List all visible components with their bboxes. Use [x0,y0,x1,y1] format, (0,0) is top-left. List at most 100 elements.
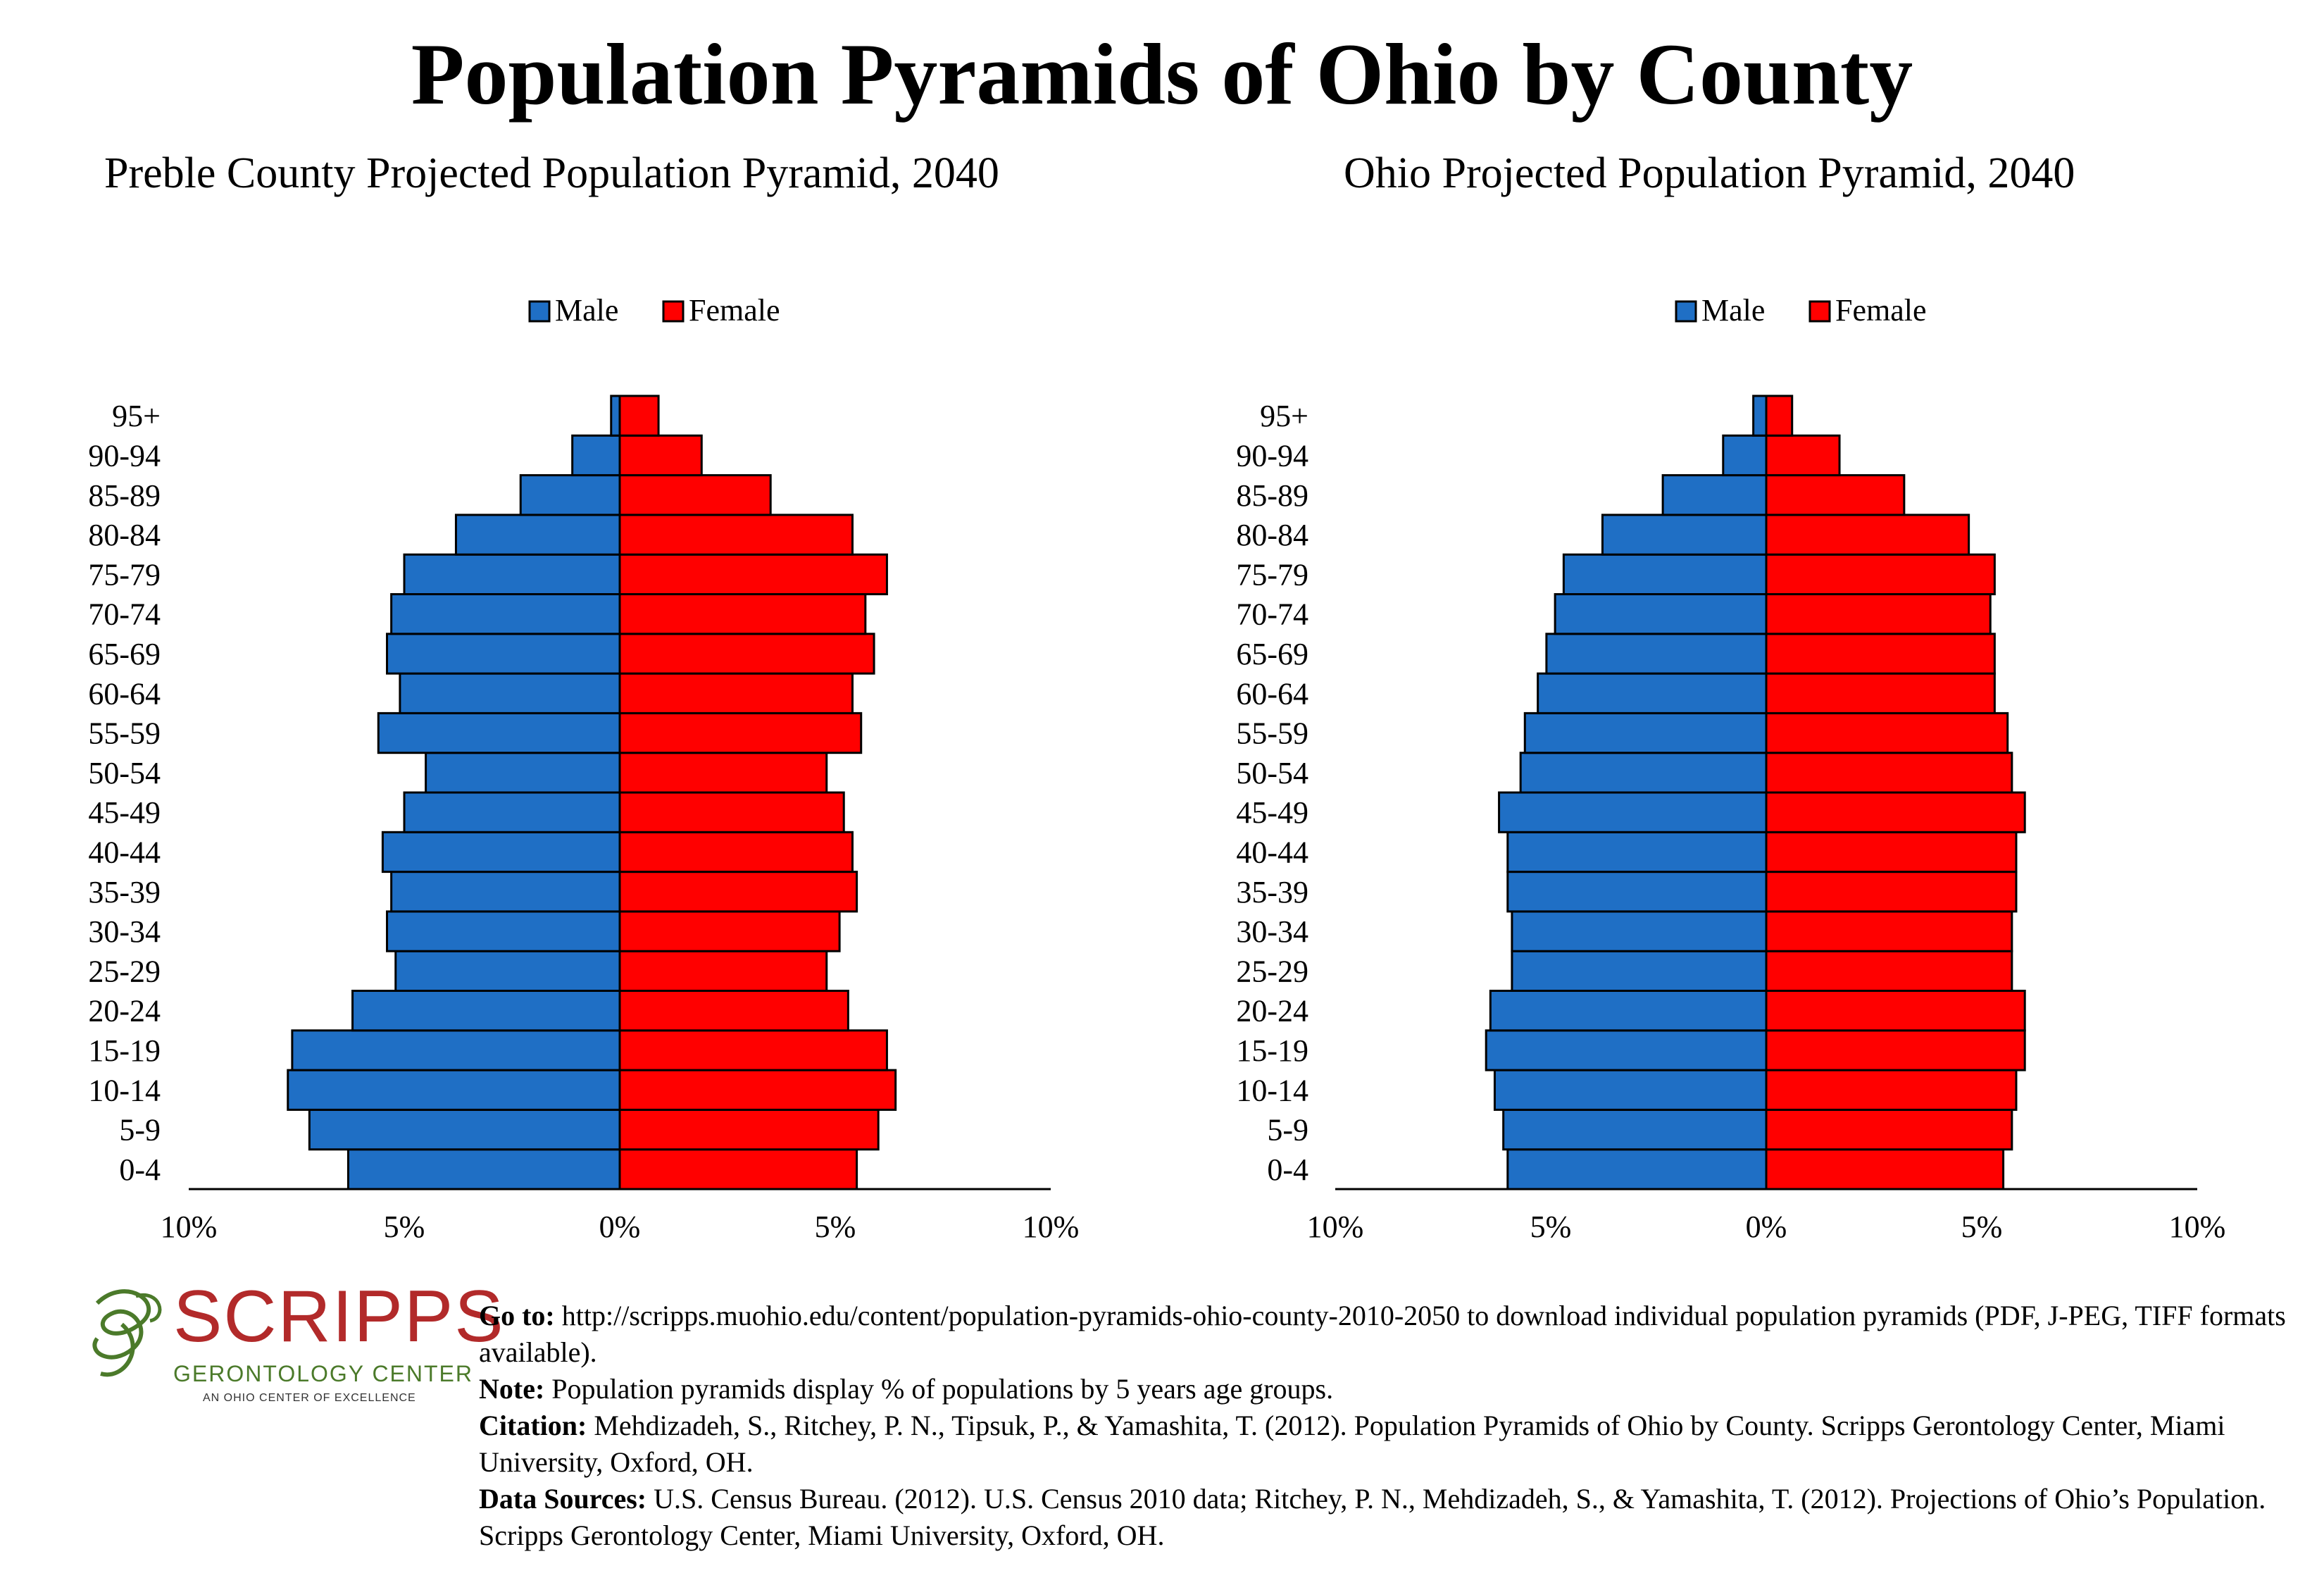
preble-legend-male-swatch [528,300,551,323]
ohio-female-bar [1765,910,2013,952]
preble-male-bar [287,1069,621,1111]
goto-text: http://scripps.muohio.edu/content/popula… [479,1300,2286,1368]
ohio-age-label: 75-79 [1236,557,1308,592]
preble-female-bar [618,633,875,675]
ohio-female-bar [1765,990,2026,1032]
preble-male-bar [519,474,621,516]
ohio-male-bar [1519,752,1768,794]
notes-block: Go to: http://scripps.muohio.edu/content… [479,1298,2310,1554]
ohio-female-bar [1765,791,2026,833]
ohio-female-bar [1765,1108,2013,1151]
ohio-male-bar [1489,990,1768,1032]
preble-age-label: 10-14 [88,1073,161,1107]
preble-female-bar [618,1148,858,1191]
preble-age-label: 65-69 [88,637,161,671]
ohio-female-bar [1765,711,2009,754]
ohio-female-bar [1765,752,2013,794]
ohio-female-bar [1765,950,2013,992]
ohio-female-bar [1765,434,1841,477]
ohio-age-label: 15-19 [1236,1033,1308,1068]
preble-tick-label: 10% [1023,1210,1080,1244]
preble-age-label: 90-94 [88,438,161,473]
logo-tagline: AN OHIO CENTER OF EXCELLENCE [203,1392,416,1404]
ohio-male-bar [1511,910,1768,952]
ohio-female-bar [1765,1069,2018,1111]
ohio-male-bar [1506,1148,1768,1191]
preble-age-label: 50-54 [88,756,161,790]
preble-female-bar [618,394,660,437]
ohio-age-label: 45-49 [1236,795,1308,830]
preble-tick-label: 0% [599,1210,641,1244]
preble-tick-label: 10% [161,1210,218,1244]
preble-female-bar [618,831,854,874]
preble-age-label: 5-9 [119,1113,161,1148]
preble-age-label: 0-4 [119,1152,161,1187]
ohio-male-bar [1752,394,1768,437]
preble-tick-label: 5% [815,1210,856,1244]
ohio-male-bar [1485,1029,1768,1071]
logo-subtitle: GERONTOLOGY CENTER [173,1361,473,1386]
preble-female-bar [618,514,854,556]
preble-female-bar [618,1029,888,1071]
scripps-logo: SCRIPPS GERONTOLOGY CENTER AN OHIO CENTE… [83,1276,504,1416]
ohio-female-bar [1765,394,1794,437]
ohio-age-label: 80-84 [1236,518,1308,552]
ohio-age-label: 60-64 [1236,676,1308,711]
ohio-male-bar [1601,514,1768,556]
sources-text: U.S. Census Bureau. (2012). U.S. Census … [479,1483,2266,1551]
preble-age-label: 75-79 [88,557,161,592]
preble-age-label: 20-24 [88,994,161,1028]
preble-male-bar [454,514,621,556]
ohio-female-bar [1765,553,1996,596]
ohio-male-bar [1722,434,1768,477]
ohio-tick-label: 10% [1307,1210,1364,1244]
preble-age-label: 35-39 [88,875,161,909]
preble-age-label: 85-89 [88,478,161,513]
chart-title-ohio: Ohio Projected Population Pyramid, 2040 [1344,149,2075,197]
ohio-age-label: 10-14 [1236,1073,1308,1107]
preble-male-bar [394,950,621,992]
preble-age-label: 70-74 [88,597,161,632]
preble-female-bar [618,752,828,794]
goto-note: Go to: http://scripps.muohio.edu/content… [479,1298,2310,1371]
swirl-logo-icon [92,1289,162,1377]
preble-age-label: 15-19 [88,1033,161,1068]
preble-male-bar [403,791,621,833]
preble-female-bar [618,950,828,992]
preble-female-bar [618,871,858,913]
preble-age-label: 40-44 [88,835,161,869]
ohio-male-bar [1506,871,1768,913]
ohio-male-bar [1545,633,1768,675]
goto-label: Go to: [479,1300,555,1331]
note-label: Note: [479,1373,545,1405]
preble-male-bar [386,910,621,952]
note-text: Population pyramids display % of populat… [544,1373,1334,1405]
chart-title-preble: Preble County Projected Population Pyram… [104,149,999,197]
ohio-female-bar [1765,831,2018,874]
preble-male-bar [346,1148,621,1191]
preble-female-bar [618,1108,880,1151]
preble-male-bar [386,633,621,675]
preble-female-bar [618,791,845,833]
ohio-age-label: 5-9 [1267,1113,1308,1148]
ohio-age-label: 85-89 [1236,478,1308,513]
preble-female-bar [618,434,703,477]
population-pyramids-chart: 0-4 5-9 10-14 15-19 20-24 25-29 30-34 35-39 40-4… [88,293,2226,1244]
preble-female-bar [618,474,772,516]
preble-age-label: 60-64 [88,676,161,711]
logo-wordmark: SCRIPPS [173,1276,505,1357]
note-line: Note: Population pyramids display % of p… [479,1371,2310,1407]
citation-note: Citation: Mehdizadeh, S., Ritchey, P. N.… [479,1407,2310,1481]
ohio-age-label: 30-34 [1236,914,1308,949]
preble-age-label: 30-34 [88,914,161,949]
preble-male-bar [390,871,621,913]
preble-male-bar [571,434,621,477]
ohio-age-label: 0-4 [1267,1152,1308,1187]
ohio-male-bar [1523,711,1768,754]
preble-age-label: 45-49 [88,795,161,830]
preble-age-label: 95+ [112,399,161,433]
ohio-age-label: 50-54 [1236,756,1308,790]
preble-male-bar [291,1029,621,1071]
ohio-male-bar [1502,1108,1768,1151]
ohio-tick-label: 10% [2169,1210,2226,1244]
